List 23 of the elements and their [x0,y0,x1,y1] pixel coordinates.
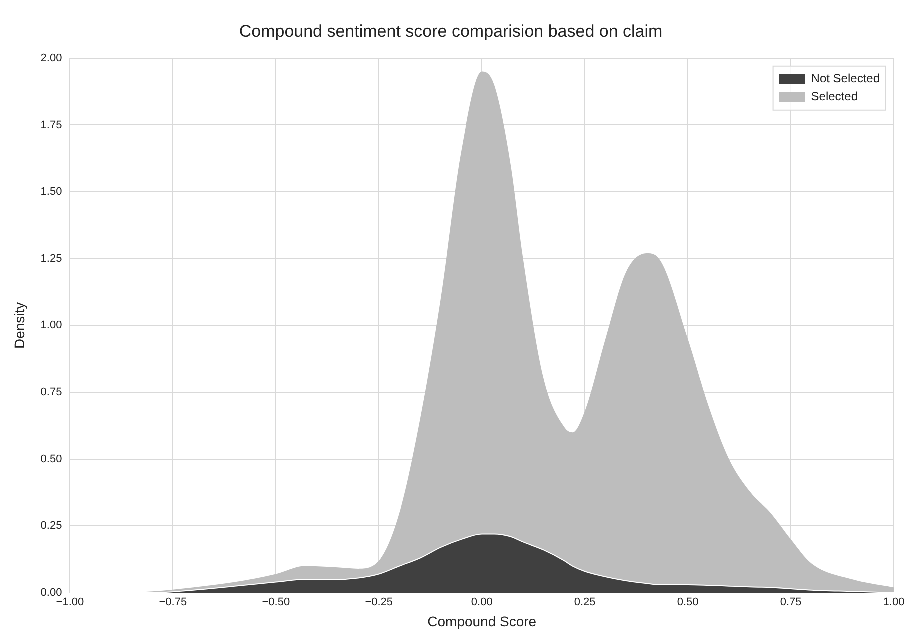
legend-label: Not Selected [811,72,880,86]
x-tick-label: 0.75 [780,596,802,609]
y-tick-label: 1.00 [40,320,62,332]
x-tick-label: −0.75 [159,596,188,609]
y-tick-label: 1.50 [40,186,62,198]
x-tick-label: 0.25 [574,596,596,609]
x-tick-label: −1.00 [56,596,84,609]
chart-title: Compound sentiment score comparision based on claim [239,22,663,41]
x-tick-label: 0.50 [677,596,699,609]
y-tick-label: 0.25 [40,520,62,532]
y-tick-label: 0.50 [40,453,62,466]
x-axis-title: Compound Score [428,613,537,630]
y-tick-label: 1.75 [40,119,62,132]
y-tick-label: 0.00 [40,587,62,600]
x-tick-label: −0.25 [365,596,394,609]
y-tick-label: 1.25 [40,252,62,265]
x-tick-label: 1.00 [883,596,905,609]
x-tick-label: −0.50 [262,596,290,609]
y-tick-label: 0.75 [40,386,62,399]
legend-label: Selected [811,90,858,104]
x-tick-label: 0.00 [471,596,493,609]
y-axis-title: Density [11,302,28,350]
y-tick-label: 2.00 [40,52,62,64]
